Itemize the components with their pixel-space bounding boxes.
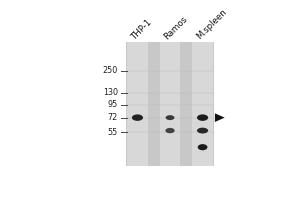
- Bar: [192, 42, 213, 166]
- Polygon shape: [215, 113, 225, 122]
- Text: 72: 72: [107, 113, 118, 122]
- Ellipse shape: [197, 128, 208, 133]
- Text: 55: 55: [107, 128, 118, 137]
- Ellipse shape: [165, 128, 175, 133]
- Text: THP-1: THP-1: [130, 17, 154, 41]
- Bar: [127, 42, 148, 166]
- Ellipse shape: [166, 115, 174, 120]
- Ellipse shape: [197, 114, 208, 121]
- Text: 130: 130: [103, 88, 118, 97]
- Text: Ramos: Ramos: [163, 14, 190, 41]
- Text: 250: 250: [103, 66, 118, 75]
- Text: 95: 95: [107, 100, 118, 109]
- Text: M.spleen: M.spleen: [195, 7, 229, 41]
- Bar: [126, 42, 214, 166]
- Ellipse shape: [132, 114, 143, 121]
- Bar: [160, 42, 181, 166]
- Ellipse shape: [198, 144, 208, 150]
